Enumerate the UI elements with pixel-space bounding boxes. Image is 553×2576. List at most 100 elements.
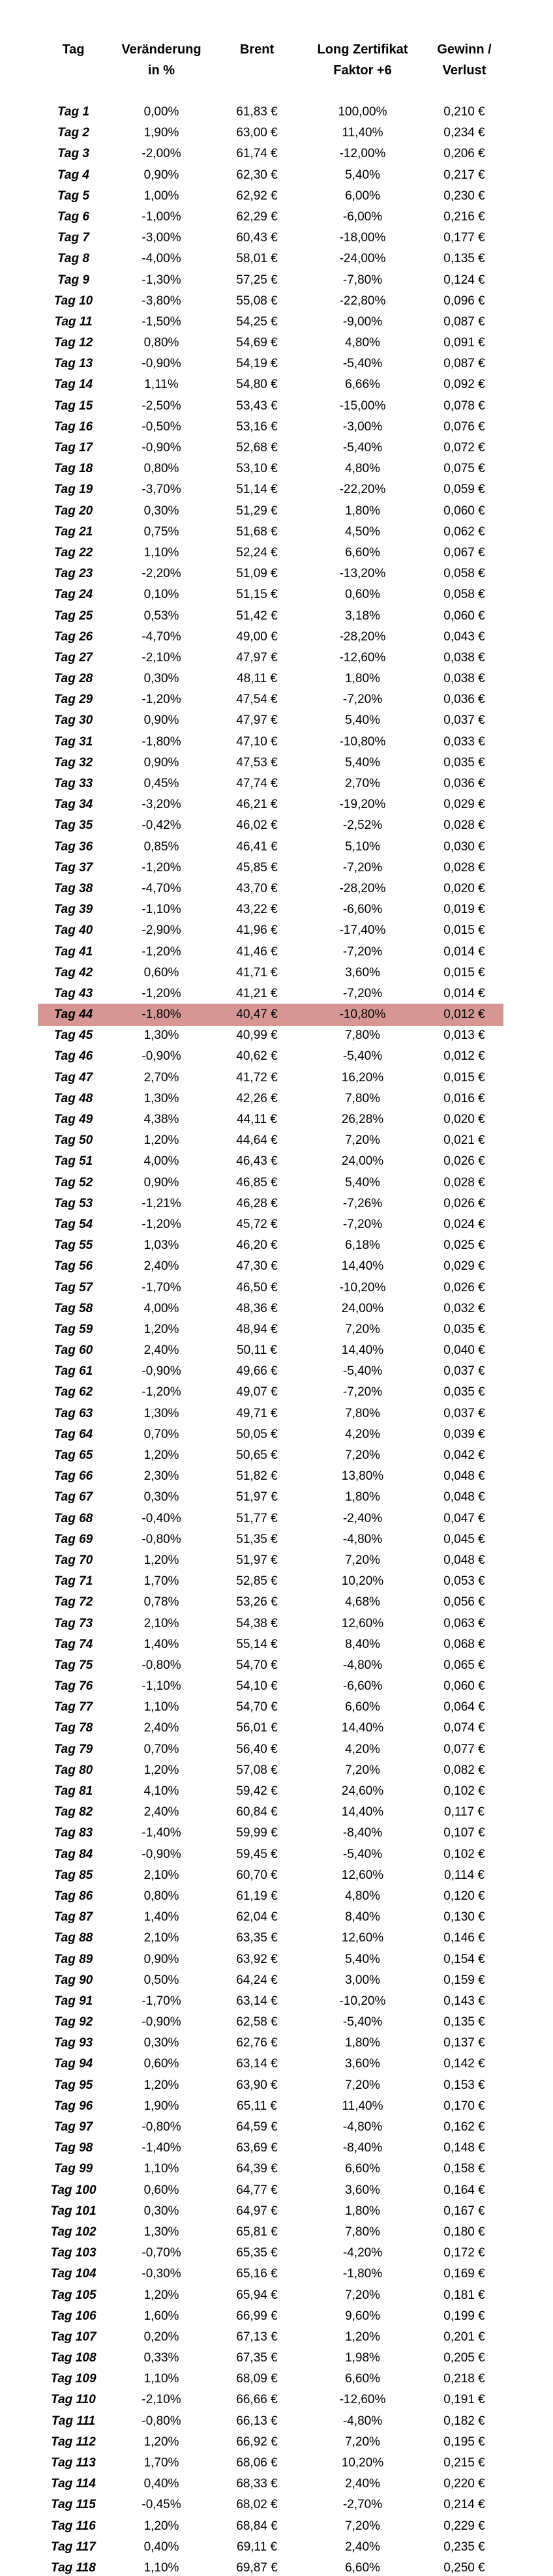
zertifikat-cell: 8,40% xyxy=(345,1637,380,1651)
gewinn-verlust-cell: 0,234 € xyxy=(443,126,485,140)
brent-cell: 63,14 € xyxy=(236,2057,278,2071)
gewinn-verlust-cell: 0,020 € xyxy=(443,1113,485,1126)
brent-cell: 48,94 € xyxy=(236,1322,278,1336)
zertifikat-cell: 7,20% xyxy=(345,1322,380,1336)
veraenderung-cell: -4,00% xyxy=(142,252,181,266)
veraenderung-cell: 0,45% xyxy=(143,777,179,790)
tag-cell: Tag 11 xyxy=(54,314,93,329)
table-row: Tag 84 -0,90% 59,45 € -5,40% 0,102 € xyxy=(26,1844,515,1865)
gewinn-verlust-cell: 0,217 € xyxy=(443,168,485,182)
zertifikat-cell: -12,60% xyxy=(339,2393,386,2407)
zertifikat-cell: -7,26% xyxy=(342,1196,383,1210)
veraenderung-cell: -0,70% xyxy=(142,2246,181,2260)
tag-cell: Tag 18 xyxy=(53,462,93,476)
gewinn-verlust-cell: 0,020 € xyxy=(443,881,485,895)
veraenderung-cell: 0,70% xyxy=(143,1742,179,1756)
tag-cell: Tag 50 xyxy=(53,1133,93,1148)
zertifikat-cell: -7,20% xyxy=(342,693,383,707)
veraenderung-cell: 1,03% xyxy=(143,1238,179,1253)
brent-cell: 62,04 € xyxy=(236,1910,278,1925)
tag-cell: Tag 87 xyxy=(53,1910,93,1925)
table-row: Tag 103 -0,70% 65,35 € -4,20% 0,172 € xyxy=(26,2243,515,2264)
veraenderung-cell: -0,90% xyxy=(142,1847,181,1861)
zertifikat-cell: 4,20% xyxy=(345,1427,380,1441)
brent-cell: 68,33 € xyxy=(236,2477,278,2491)
table-row: Tag 83 -1,40% 59,99 € -8,40% 0,107 € xyxy=(26,1823,515,1844)
veraenderung-cell: 1,10% xyxy=(143,1700,179,1715)
gewinn-verlust-cell: 0,087 € xyxy=(443,314,485,329)
table-row: Tag 108 0,33% 67,35 € 1,98% 0,205 € xyxy=(26,2348,515,2369)
header-line: Faktor +6 xyxy=(333,63,392,78)
tag-cell: Tag 3 xyxy=(57,147,89,161)
tag-cell: Tag 96 xyxy=(53,2099,93,2113)
tag-cell: Tag 71 xyxy=(53,1574,93,1589)
table-row: Tag 22 1,10% 52,24 € 6,60% 0,067 € xyxy=(26,543,515,563)
tag-cell: Tag 27 xyxy=(53,650,93,665)
tag-cell: Tag 41 xyxy=(53,944,93,959)
zertifikat-cell: -8,40% xyxy=(342,2141,383,2155)
table-row: Tag 70 1,20% 51,97 € 7,20% 0,048 € xyxy=(26,1550,515,1571)
gewinn-verlust-cell: 0,087 € xyxy=(443,357,485,371)
table-header-row: Tag Veränderung in % Brent Long Zertifik… xyxy=(26,39,515,81)
gewinn-verlust-cell: 0,019 € xyxy=(443,903,485,917)
zertifikat-cell: -10,20% xyxy=(339,1280,386,1295)
zertifikat-cell: -10,80% xyxy=(339,734,386,749)
tag-cell: Tag 52 xyxy=(53,1175,93,1190)
zertifikat-cell: 6,66% xyxy=(345,378,380,392)
zertifikat-cell: 4,68% xyxy=(345,1595,380,1610)
veraenderung-cell: -1,10% xyxy=(142,903,181,917)
tag-cell: Tag 80 xyxy=(53,1763,93,1777)
tag-cell: Tag 112 xyxy=(51,2434,96,2449)
veraenderung-cell: 1,30% xyxy=(143,2224,179,2239)
brent-cell: 63,69 € xyxy=(236,2141,278,2155)
brent-cell: 51,97 € xyxy=(236,1490,278,1505)
header-line: Tag xyxy=(62,42,85,57)
veraenderung-cell: 0,80% xyxy=(143,1889,179,1903)
gewinn-verlust-cell: 0,063 € xyxy=(443,1616,485,1630)
table-row: Tag 16 -0,50% 53,16 € -3,00% 0,076 € xyxy=(26,417,515,438)
brent-cell: 66,99 € xyxy=(236,2309,278,2323)
gewinn-verlust-cell: 0,120 € xyxy=(443,1889,485,1903)
zertifikat-cell: -4,80% xyxy=(342,1532,383,1546)
gewinn-verlust-cell: 0,154 € xyxy=(443,1952,485,1966)
table-row: Tag 102 1,30% 65,81 € 7,80% 0,180 € xyxy=(26,2222,515,2243)
gewinn-verlust-cell: 0,159 € xyxy=(443,1973,485,1987)
tag-cell: Tag 22 xyxy=(53,545,93,560)
gewinn-verlust-cell: 0,072 € xyxy=(443,441,485,455)
zertifikat-cell: 100,00% xyxy=(338,105,387,119)
table-row: Tag 82 2,40% 60,84 € 14,40% 0,117 € xyxy=(26,1802,515,1823)
zertifikat-cell: -28,20% xyxy=(339,629,386,644)
zertifikat-cell: 26,28% xyxy=(341,1113,384,1126)
veraenderung-cell: 0,78% xyxy=(143,1595,179,1610)
zertifikat-cell: 7,20% xyxy=(345,2434,380,2449)
veraenderung-cell: -1,20% xyxy=(142,1217,181,1231)
tag-cell: Tag 13 xyxy=(53,357,93,371)
brent-cell: 51,68 € xyxy=(236,524,278,539)
veraenderung-cell: -1,30% xyxy=(142,273,181,287)
veraenderung-cell: -0,90% xyxy=(142,2015,181,2029)
veraenderung-cell: 1,40% xyxy=(143,1637,179,1651)
tag-cell: Tag 31 xyxy=(53,734,93,749)
gewinn-verlust-cell: 0,025 € xyxy=(443,1238,485,1253)
table-row: Tag 56 2,40% 47,30 € 14,40% 0,029 € xyxy=(26,1256,515,1277)
tag-cell: Tag 38 xyxy=(53,881,93,895)
veraenderung-cell: -0,90% xyxy=(142,357,181,371)
veraenderung-cell: 0,10% xyxy=(143,588,179,602)
brent-cell: 40,99 € xyxy=(236,1028,278,1043)
table-row: Tag 25 0,53% 51,42 € 3,18% 0,060 € xyxy=(26,606,515,627)
brent-cell: 63,35 € xyxy=(236,1931,278,1945)
veraenderung-cell: 0,30% xyxy=(143,1490,179,1505)
zertifikat-cell: -3,00% xyxy=(342,419,383,434)
gewinn-verlust-cell: 0,181 € xyxy=(443,2288,485,2302)
table-body: Tag 1 0,00% 61,83 € 100,00% 0,210 € Tag … xyxy=(26,102,515,2576)
brent-cell: 41,71 € xyxy=(236,965,278,980)
tag-cell: Tag 99 xyxy=(53,2162,93,2176)
gewinn-verlust-cell: 0,015 € xyxy=(443,965,485,980)
zertifikat-cell: -19,20% xyxy=(339,798,386,812)
tag-cell: Tag 115 xyxy=(51,2498,96,2512)
zertifikat-cell: 9,60% xyxy=(345,2309,380,2323)
zertifikat-cell: 1,80% xyxy=(345,2204,380,2218)
veraenderung-cell: -0,30% xyxy=(142,2267,181,2281)
zertifikat-cell: -5,40% xyxy=(342,1364,383,1379)
brent-cell: 57,25 € xyxy=(236,273,278,287)
